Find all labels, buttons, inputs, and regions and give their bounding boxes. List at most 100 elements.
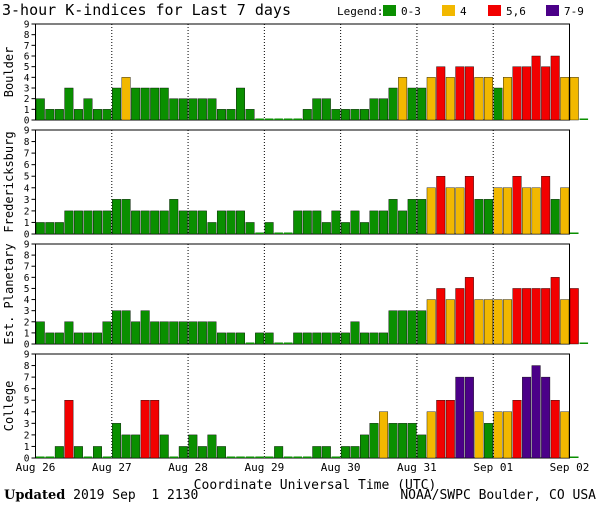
k-index-bar xyxy=(321,446,331,459)
k-index-bar xyxy=(178,446,188,459)
k-index-bar xyxy=(150,210,160,235)
k-index-bar xyxy=(93,109,102,121)
k-index-bar xyxy=(302,109,312,121)
k-index-bar xyxy=(455,376,465,459)
x-tick-label: Aug 27 xyxy=(92,461,132,474)
k-index-bar xyxy=(45,109,55,121)
y-tick-label: 3 xyxy=(24,195,30,206)
k-index-bar xyxy=(207,98,217,121)
k-index-bar xyxy=(73,332,83,345)
k-index-bar xyxy=(188,434,198,459)
k-index-bar xyxy=(493,187,503,235)
legend-label-7-9: 7-9 xyxy=(564,5,584,18)
k-index-bar xyxy=(512,400,522,459)
k-index-bar xyxy=(493,299,503,345)
k-index-bar xyxy=(340,109,350,121)
k-index-bar xyxy=(398,423,408,459)
k-index-bar xyxy=(379,98,389,121)
y-tick-label: 2 xyxy=(24,317,30,328)
k-index-bar xyxy=(159,87,169,121)
k-index-bar xyxy=(303,456,312,458)
k-index-bar xyxy=(264,332,274,345)
k-index-bar xyxy=(464,376,474,459)
k-index-bar xyxy=(178,98,188,121)
k-index-bar xyxy=(483,199,493,235)
k-index-bar xyxy=(388,199,398,235)
y-tick-label: 1 xyxy=(24,218,30,229)
legend: Legend: 0-3 4 5,6 7-9 xyxy=(337,5,584,18)
k-index-bar xyxy=(340,446,350,459)
y-tick-label: 6 xyxy=(24,384,30,395)
k-index-bar xyxy=(522,376,532,459)
k-index-bar xyxy=(112,87,122,121)
k-index-bar xyxy=(331,210,341,235)
k-index-bar xyxy=(283,456,293,458)
k-index-bar xyxy=(54,222,64,235)
k-index-bar xyxy=(112,199,122,235)
k-index-bar xyxy=(121,77,131,121)
k-index-bar xyxy=(140,310,150,345)
k-index-bar xyxy=(274,232,283,234)
k-index-bar xyxy=(274,342,283,344)
k-index-bar xyxy=(226,109,236,121)
x-tick-label: Aug 29 xyxy=(244,461,284,474)
k-index-bar xyxy=(283,118,293,120)
k-index-bar xyxy=(398,77,408,121)
k-index-bar xyxy=(216,332,226,345)
y-tick-label: 0 xyxy=(24,230,30,241)
k-index-bar xyxy=(226,456,236,458)
k-index-bar xyxy=(159,210,169,235)
legend-label-0-3: 0-3 xyxy=(401,5,421,18)
k-index-bar xyxy=(321,332,331,345)
k-index-bar xyxy=(455,187,465,235)
k-index-bar xyxy=(360,109,369,121)
k-index-bar xyxy=(131,210,141,235)
k-index-bar xyxy=(169,321,179,345)
k-index-bar xyxy=(293,118,302,120)
panel-label-est-planetary: Est. Planetary xyxy=(2,243,16,344)
y-tick-label: 7 xyxy=(24,373,30,384)
k-index-bar xyxy=(121,310,131,345)
k-index-bar xyxy=(45,222,55,235)
k-index-bar xyxy=(512,66,522,121)
k-index-bar xyxy=(570,232,579,234)
k-index-bar xyxy=(388,310,398,345)
k-index-bar xyxy=(436,66,446,121)
k-index-bar xyxy=(274,446,284,459)
k-index-bar xyxy=(169,199,179,235)
legend-swatch-0-3 xyxy=(383,5,396,16)
k-index-bar xyxy=(131,87,141,121)
y-tick-label: 1 xyxy=(24,328,30,339)
k-index-bar xyxy=(83,98,93,121)
k-index-bar xyxy=(264,456,274,458)
k-index-bar xyxy=(569,288,579,345)
k-index-bar xyxy=(140,210,150,235)
k-index-bar xyxy=(407,423,417,459)
k-index-bar xyxy=(45,332,55,345)
k-index-bar xyxy=(93,210,102,235)
k-index-bar xyxy=(560,77,570,121)
k-index-bar xyxy=(293,456,302,458)
k-index-bar xyxy=(531,288,541,345)
y-tick-label: 9 xyxy=(24,240,30,251)
k-index-bar xyxy=(417,434,427,459)
k-index-bar xyxy=(35,321,45,345)
k-index-bar xyxy=(541,66,551,121)
panel-frame xyxy=(35,23,570,121)
k-index-bar xyxy=(398,310,408,345)
k-index-bar xyxy=(293,332,303,345)
k-index-bar xyxy=(207,321,217,345)
y-tick-label: 2 xyxy=(24,430,30,441)
y-tick-label: 9 xyxy=(24,126,30,137)
k-index-bar xyxy=(350,321,360,345)
k-index-bar xyxy=(407,199,417,235)
x-tick-label: Aug 26 xyxy=(16,461,56,474)
k-index-bar xyxy=(579,118,589,120)
k-index-bar xyxy=(474,411,484,459)
k-index-bar xyxy=(560,299,570,345)
k-index-bar xyxy=(388,87,398,121)
k-index-bar xyxy=(131,321,141,345)
k-index-bar xyxy=(197,98,207,121)
k-index-bar xyxy=(503,411,512,459)
